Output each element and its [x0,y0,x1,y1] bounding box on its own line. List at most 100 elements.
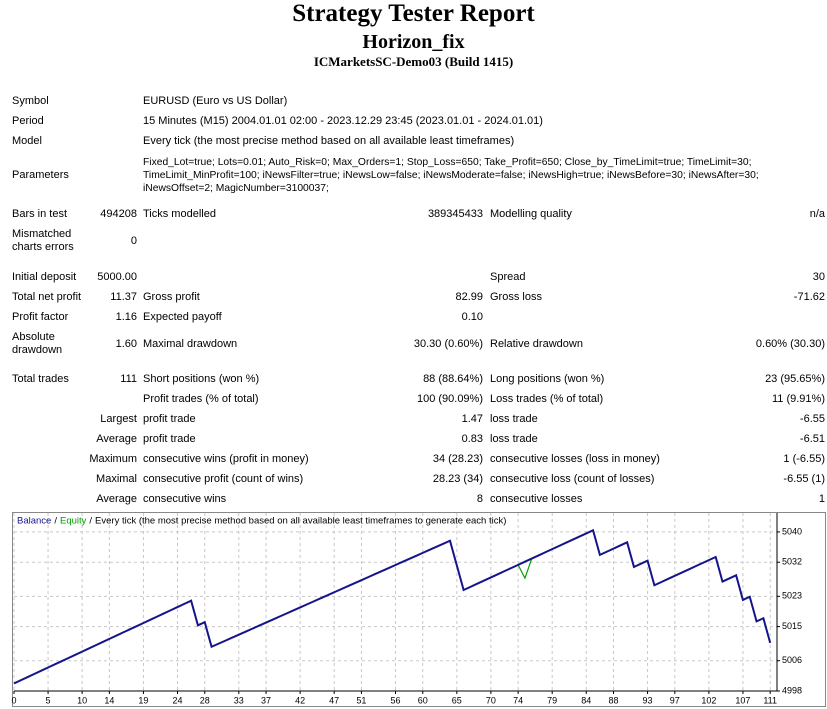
report-label: Symbol [12,94,49,107]
report-row: Model Every tick (the most precise method… [0,131,827,151]
y-tick-label: 5023 [782,591,802,601]
legend-entry: Balance [17,516,51,527]
x-tick-label: 24 [172,695,182,705]
report-value1: 5000.00 [97,270,137,283]
report-value2: 34 (28.23) [432,452,483,465]
series-line [13,528,772,685]
report-label: Model [12,134,42,147]
y-tick-label: 4998 [782,685,802,695]
report-value3: 1 [818,492,825,505]
report-row: Period 15 Minutes (M15) 2004.01.01 02:00 … [0,111,827,131]
report-text: EURUSD (Euro vs US Dollar) [143,94,288,107]
report-value1: Average [96,492,137,505]
x-tick-label: 84 [581,695,591,705]
report-label3: loss trade [490,432,538,445]
report-label3: consecutive loss (count of losses) [490,472,655,485]
report-value3: 0.60% (30.30) [755,337,825,350]
report-value3: -6.55 (1) [783,472,825,485]
report-label1: Bars in test [12,207,68,220]
x-tick-label: 70 [486,695,496,705]
report-row: Profit trades (% of total) 100 (90.09%) Lo… [0,389,827,409]
report-label1: Initial deposit [12,270,77,283]
report-label3: Relative drawdown [490,337,583,350]
x-tick-label: 107 [735,695,750,705]
report-label: Period [12,114,44,127]
report-label3: consecutive losses [490,492,583,505]
x-tick-label: 47 [329,695,339,705]
report-row: Total net profit 11.37 Gross profit 82.99 Gr… [0,287,827,307]
report-value1: Maximal [96,472,137,485]
report-value1: Maximum [89,452,137,465]
x-tick-label: 56 [390,695,400,705]
report-label2: profit trade [143,412,196,425]
report-label1: Mismatched charts errors [12,228,74,253]
x-tick-label: 37 [261,695,271,705]
report-value1: 111 [120,372,137,385]
report-value3: -6.51 [799,432,825,445]
report-title: Strategy Tester Report [292,0,535,27]
report-label2: profit trade [143,432,196,445]
x-tick-label: 28 [200,695,210,705]
report-value2: 389345433 [427,207,483,220]
report-value3: 23 (95.65%) [765,372,825,385]
report-row: Largest profit trade 1.47 loss trade -6.55 [0,409,827,429]
report-value2: 1.47 [461,412,483,425]
report-value1: Average [96,432,137,445]
report-value3: -71.62 [793,290,825,303]
y-tick-label: 5040 [782,526,802,536]
report-value2: 0.10 [461,310,483,323]
x-tick-label: 5 [46,695,51,705]
report-row: Maximal consecutive profit (count of wins… [0,469,827,489]
x-tick-label: 97 [670,695,680,705]
report-value1: 11.37 [110,290,137,303]
report-value2: 0.83 [461,432,483,445]
y-tick-label: 5015 [782,621,802,631]
report-label3: loss trade [490,412,538,425]
report-row: Maximum consecutive wins (profit in money… [0,449,827,469]
report-row: Average profit trade 0.83 loss trade -6.51 [0,429,827,449]
report-label2: Gross profit [143,290,200,303]
report-label3: Loss trades (% of total) [490,392,604,405]
report-row: Symbol EURUSD (Euro vs US Dollar) [0,91,827,111]
report-label3: Spread [490,270,526,283]
x-tick-label: 33 [234,695,244,705]
chart-subtitle: Every tick (the most precise method base… [95,516,506,527]
server-name: ICMarketsSC-Demo03 (Build 1415) [313,54,514,69]
report-label3: consecutive losses (loss in money) [490,452,660,465]
report-label2: consecutive wins [143,492,227,505]
report-value1: 1.60 [115,337,137,350]
balance-chart: 5040 5032 5023 5015 5006 4998 0 5 10 14 19 24 28 33 37… [11,512,826,707]
x-tick-label: 111 [763,695,777,705]
report-row: Absolute drawdown 1.60 Maximal drawdown 30.… [0,329,827,359]
report-label2: consecutive wins (profit in money) [143,452,309,465]
legend-entry: Equity [60,516,87,527]
x-tick-label: 51 [356,695,366,705]
y-tick-label: 5032 [782,557,802,567]
x-tick-label: 74 [513,695,523,705]
x-tick-label: 93 [643,695,653,705]
series-line [517,558,533,580]
report-value2: 82.99 [455,290,483,303]
report-value2: 100 (90.09%) [416,392,483,405]
report-row: Total trades 111 Short positions (won %) 88… [0,369,827,389]
report-value3: 30 [812,270,825,283]
report-value2: 8 [476,492,483,505]
report-row: Profit factor 1.16 Expected payoff 0.10 [0,307,827,327]
report-row: Average consecutive wins 8 consecutive loss… [0,489,827,509]
legend-separator: / [54,516,57,527]
report-label1: Total trades [12,372,69,385]
report-text: Fixed_Lot=true; Lots=0.01; Auto_Risk=0; … [143,156,759,194]
report-row: Initial deposit 5000.00 Spread 30 [0,267,827,287]
report-label1: Absolute drawdown [12,331,63,356]
x-tick-label: 10 [77,695,87,705]
report-row: Bars in test 494208 Ticks modelled 38934543… [0,204,827,224]
report-label2: Short positions (won %) [143,372,260,385]
report-text: 15 Minutes (M15) 2004.01.01 02:00 - 2023… [143,114,543,127]
chart-frame [12,512,826,707]
report-row: Mismatched charts errors 0 [0,226,827,256]
report-text: Every tick (the most precise method base… [143,134,515,147]
report-value1: Largest [100,412,137,425]
x-tick-label: 65 [452,695,462,705]
expert-name: Horizon_fix [362,31,465,53]
